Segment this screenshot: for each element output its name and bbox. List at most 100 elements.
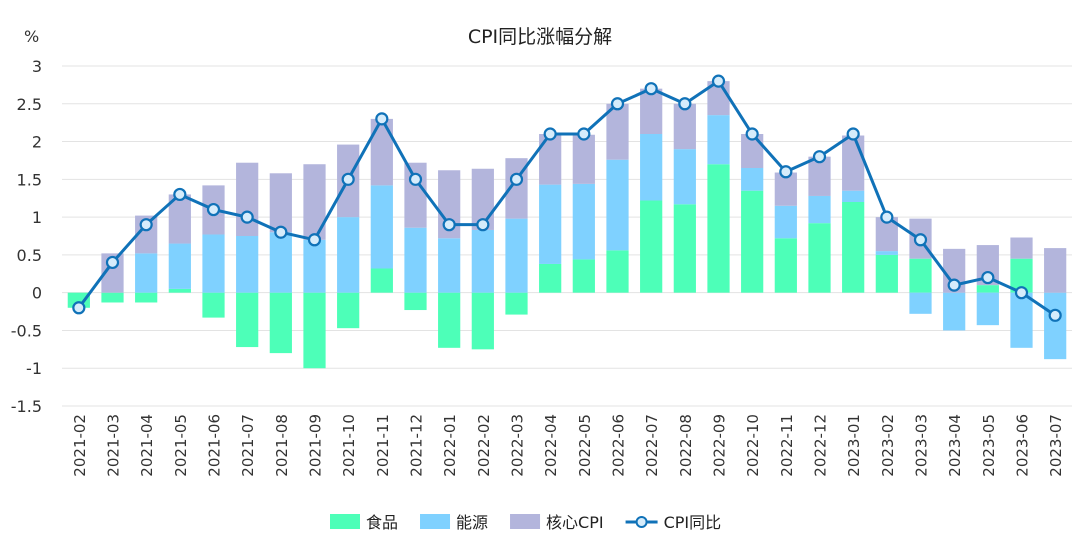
bar-segment bbox=[337, 217, 360, 293]
x-tick-label: 2022-04 bbox=[542, 414, 560, 477]
bar-series bbox=[67, 81, 1067, 369]
x-axis-ticks: 2021-02 2021-03 2021-04 2021-05 2021-06 2021-… bbox=[71, 414, 1065, 477]
bar-segment bbox=[741, 168, 764, 191]
x-tick-label: 2022-05 bbox=[576, 414, 594, 477]
bar-segment bbox=[606, 103, 629, 160]
cpi-point bbox=[947, 278, 961, 292]
cpi-point bbox=[375, 112, 389, 126]
bar-segment bbox=[673, 204, 696, 293]
cpi-point bbox=[846, 127, 860, 141]
x-tick-label: 2022-12 bbox=[812, 414, 830, 477]
bar-segment bbox=[976, 292, 999, 326]
legend-label: CPI同比 bbox=[664, 513, 722, 532]
x-tick-label: 2021-08 bbox=[273, 414, 291, 477]
bar-segment bbox=[673, 103, 696, 150]
bar-segment bbox=[67, 292, 90, 308]
legend: 食品 能源 核心CPI CPI同比 bbox=[330, 513, 721, 532]
bar-segment bbox=[471, 168, 494, 230]
x-tick-label: 2022-08 bbox=[677, 414, 695, 477]
bar-segment bbox=[572, 259, 595, 293]
cpi-point bbox=[678, 97, 692, 111]
x-tick-label: 2023-02 bbox=[879, 414, 897, 477]
cpi-point bbox=[341, 172, 355, 186]
cpi-point bbox=[274, 225, 288, 239]
bar-segment bbox=[168, 288, 191, 293]
bar-segment bbox=[404, 227, 427, 293]
legend-swatch bbox=[510, 514, 541, 529]
bar-segment bbox=[1044, 292, 1067, 360]
x-tick-label: 2021-09 bbox=[307, 414, 325, 477]
bar-segment bbox=[202, 234, 225, 293]
x-tick-label: 2022-06 bbox=[610, 414, 628, 477]
legend-swatch bbox=[420, 514, 451, 529]
bar-segment bbox=[943, 292, 966, 331]
bar-segment bbox=[101, 292, 124, 303]
y-axis-unit: % bbox=[24, 27, 39, 46]
bar-segment bbox=[875, 217, 898, 252]
bar-segment bbox=[236, 162, 259, 236]
cpi-line-series bbox=[72, 74, 1062, 322]
y-tick-label: 3 bbox=[32, 57, 42, 76]
y-tick-label: -1 bbox=[26, 359, 42, 378]
legend-label: 食品 bbox=[366, 513, 398, 532]
cpi-point bbox=[240, 210, 254, 224]
bar-segment bbox=[808, 195, 831, 224]
y-tick-label: 0.5 bbox=[17, 246, 42, 265]
cpi-point bbox=[812, 150, 827, 164]
bar-segment bbox=[1010, 237, 1033, 259]
bar-segment bbox=[909, 258, 932, 293]
y-axis-ticks: 3 2.5 2 1.5 1 0.5 0 -0.5 -1 -1.5 bbox=[11, 57, 42, 416]
x-tick-label: 2023-06 bbox=[1014, 414, 1032, 477]
cpi-point bbox=[105, 255, 120, 270]
x-tick-label: 2023-07 bbox=[1047, 414, 1065, 477]
bar-segment bbox=[606, 250, 629, 293]
bar-segment bbox=[505, 292, 528, 315]
bar-segment bbox=[572, 183, 595, 260]
x-tick-label: 2022-02 bbox=[475, 414, 493, 477]
cpi-point bbox=[577, 127, 591, 141]
bar-segment bbox=[168, 243, 191, 289]
x-tick-label: 2023-01 bbox=[845, 414, 863, 477]
bar-segment bbox=[168, 194, 191, 244]
x-tick-label: 2022-11 bbox=[778, 414, 796, 477]
cpi-point bbox=[644, 82, 658, 96]
bar-segment bbox=[370, 185, 393, 269]
bar-segment bbox=[1010, 258, 1033, 293]
cpi-point bbox=[173, 187, 187, 202]
bar-segment bbox=[707, 164, 730, 293]
bar-segment bbox=[370, 268, 393, 293]
x-tick-label: 2021-02 bbox=[71, 414, 89, 477]
cpi-point bbox=[779, 165, 793, 179]
bar-segment bbox=[640, 200, 663, 293]
bar-segment bbox=[774, 238, 797, 293]
legend-label: 能源 bbox=[456, 513, 488, 532]
cpi-point bbox=[476, 218, 490, 232]
legend-swatch bbox=[330, 514, 360, 529]
bar-segment bbox=[875, 251, 898, 255]
x-tick-label: 2023-05 bbox=[980, 414, 998, 477]
cpi-point bbox=[509, 172, 524, 186]
bar-segment bbox=[875, 254, 898, 293]
bar-segment bbox=[842, 135, 865, 191]
bar-segment bbox=[303, 164, 326, 240]
bar-segment bbox=[842, 190, 865, 202]
x-tick-label: 2022-07 bbox=[643, 414, 661, 477]
bar-segment bbox=[640, 88, 663, 134]
x-tick-label: 2022-09 bbox=[711, 414, 729, 477]
bar-segment bbox=[438, 238, 461, 293]
bar-segment bbox=[202, 292, 225, 318]
bar-segment bbox=[1044, 248, 1067, 293]
cpi-point bbox=[139, 218, 153, 232]
cpi-point bbox=[1048, 308, 1062, 322]
bar-segment bbox=[404, 292, 427, 311]
x-tick-label: 2022-01 bbox=[441, 414, 459, 477]
y-tick-label: 0 bbox=[32, 284, 42, 303]
bar-segment bbox=[539, 184, 562, 264]
x-tick-label: 2021-12 bbox=[408, 414, 426, 477]
y-tick-label: 1.5 bbox=[17, 170, 42, 189]
bar-segment bbox=[303, 292, 326, 369]
y-tick-label: 2 bbox=[32, 133, 42, 152]
cpi-point bbox=[913, 233, 928, 247]
bar-segment bbox=[269, 232, 292, 293]
